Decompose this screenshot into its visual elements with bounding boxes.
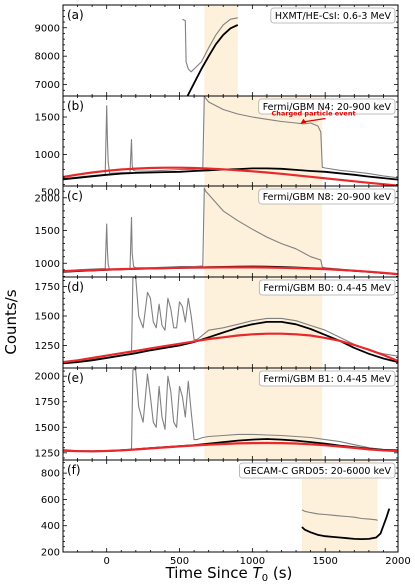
annotation-arrow-head — [300, 118, 307, 124]
series-fit-line — [63, 266, 398, 276]
panel-label: Fermi/GBM N4: 20-900 keV — [263, 102, 392, 113]
series-group — [63, 96, 398, 186]
y-tick-label: 500 — [41, 188, 60, 199]
panel-label: Fermi/GBM B1: 0.4-45 MeV — [263, 374, 391, 385]
annotation-arrow-line — [304, 117, 326, 123]
series-raw-line — [301, 509, 378, 521]
series-group — [63, 368, 398, 453]
y-tick-label: 1750 — [35, 282, 60, 293]
panel-6: 200 400 600 800 0 500 1000 1500 2000 (f) GECAM-C G… — [41, 459, 411, 567]
x-axis-label-subscript: 0 — [262, 573, 268, 584]
y-tick-label: 1000 — [35, 150, 60, 161]
x-tick-label: 2000 — [385, 556, 410, 567]
y-tick-label: 1500 — [35, 312, 60, 323]
x-axis-label: Time Since T0 (s) — [165, 564, 293, 584]
series-fit-line — [63, 166, 398, 186]
panel-label: GECAM-C GRD05: 20-6000 keV — [243, 466, 391, 477]
annotation-label: Charged particle event — [271, 110, 355, 118]
series-raw-line — [63, 96, 398, 180]
series-raw-line — [63, 187, 398, 275]
y-tick-label: 8000 — [35, 52, 60, 63]
series-raw-line — [63, 368, 398, 452]
x-axis-label-suffix: (s) — [268, 564, 292, 582]
panel-label-box — [239, 462, 396, 479]
series-fit-line — [63, 441, 398, 453]
panel-frame — [62, 459, 399, 553]
panel-label-box — [258, 188, 396, 205]
series-raw-line — [182, 17, 238, 73]
y-tick-label: 9000 — [35, 23, 60, 34]
panel-2: 500 1000 1500 (b) Fermi/GBM N4: 20-900 keVCh… — [35, 95, 399, 199]
series-background-line — [186, 24, 239, 96]
panel-5: 1250 1500 1750 2000 (e) Fermi/GBM B1: 0.4-45 … — [35, 367, 399, 461]
panel-label: Fermi/GBM N8: 20-900 keV — [263, 192, 392, 203]
x-tick-label: 1500 — [312, 556, 337, 567]
panel-letter: (c) — [67, 189, 83, 203]
panel-letter: (e) — [67, 371, 84, 385]
y-tick-label: 2000 — [35, 372, 60, 383]
panel-label-box — [258, 279, 396, 296]
x-tick-label: 0 — [104, 556, 110, 567]
x-axis-label-variable: T — [253, 564, 264, 582]
y-tick-label: 600 — [41, 495, 60, 506]
panel-letter: (b) — [67, 99, 84, 113]
y-axis-label: Counts/s — [2, 289, 20, 354]
panel-1: 7000 8000 9000 (a) HXMT/HE-CsI: 0.6-3 MeV — [35, 4, 399, 97]
x-axis-label-prefix: Time Since — [165, 564, 253, 582]
panel-label-box — [258, 98, 396, 115]
x-tick-label: 1000 — [240, 556, 265, 567]
series-fit-line — [63, 332, 398, 364]
panel-label-box — [258, 370, 396, 387]
y-tick-label: 200 — [41, 548, 60, 559]
y-tick-label: 1500 — [35, 423, 60, 434]
series-background-line — [301, 508, 391, 540]
series-group — [182, 17, 239, 96]
y-tick-label: 1750 — [35, 397, 60, 408]
panel-label: HXMT/HE-CsI: 0.6-3 MeV — [275, 11, 392, 22]
y-tick-label: 1250 — [35, 341, 60, 352]
panel-3: 1000 1500 2000 (c) Fermi/GBM N8: 20-900 keV — [35, 185, 399, 278]
series-group — [63, 187, 398, 276]
x-tick-label: 500 — [170, 556, 189, 567]
y-tick-label: 2000 — [35, 193, 60, 204]
y-tick-label: 7000 — [35, 80, 60, 91]
series-group — [301, 508, 391, 540]
y-tick-label: 1500 — [35, 113, 60, 124]
y-tick-label: 400 — [41, 521, 60, 532]
panel-letter: (a) — [67, 8, 84, 22]
y-tick-label: 1250 — [35, 448, 60, 459]
panel-4: 1250 1500 1750 (d) Fermi/GBM B0: 0.4-45 MeV — [35, 276, 399, 369]
panel-label-box — [270, 7, 396, 24]
time-interval-shade — [204, 5, 238, 96]
y-tick-label: 1000 — [35, 259, 60, 270]
y-tick-label: 800 — [41, 469, 60, 480]
panel-letter: (d) — [67, 280, 84, 294]
panel-label: Fermi/GBM B0: 0.4-45 MeV — [263, 283, 391, 294]
y-tick-label: 1500 — [35, 226, 60, 237]
panel-letter: (f) — [67, 463, 81, 477]
